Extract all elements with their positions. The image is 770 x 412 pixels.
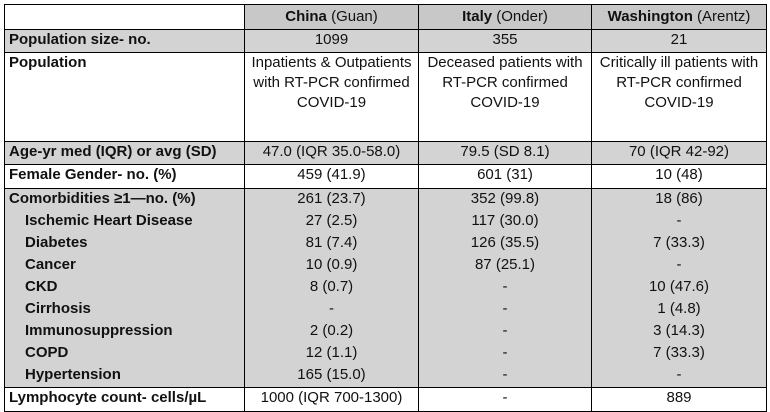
- table-row: Cancer 10 (0.9) 87 (25.1) -: [4, 255, 767, 277]
- cell-washington: -: [591, 211, 767, 233]
- cell-china: 459 (41.9): [244, 164, 419, 189]
- cell-italy: Deceased patients with RT-PCR confirmed …: [418, 52, 592, 142]
- header-blank-cell: [4, 4, 245, 30]
- cell-italy: 126 (35.5): [418, 233, 592, 255]
- table-row: Lymphocyte count- cells/µL 1000 (IQR 700…: [4, 387, 767, 412]
- table-row: Population Inpatients & Outpatients with…: [4, 52, 767, 142]
- cell-washington: 21: [591, 29, 767, 53]
- row-label: Ischemic Heart Disease: [4, 211, 245, 233]
- row-label: Female Gender- no. (%): [4, 164, 245, 189]
- cell-washington: Critically ill patients with RT-PCR conf…: [591, 52, 767, 142]
- cell-china: 2 (0.2): [244, 321, 419, 343]
- table-row: Cirrhosis - - 1 (4.8): [4, 299, 767, 321]
- cell-washington: 889: [591, 387, 767, 412]
- row-label: Cirrhosis: [4, 299, 245, 321]
- cell-italy: -: [418, 277, 592, 299]
- table-row: Comorbidities ≥1—no. (%) 261 (23.7) 352 …: [4, 188, 767, 211]
- table-row: Hypertension 165 (15.0) - -: [4, 365, 767, 388]
- cell-china: 47.0 (IQR 35.0-58.0): [244, 141, 419, 165]
- cell-washington: 1 (4.8): [591, 299, 767, 321]
- cell-italy: -: [418, 321, 592, 343]
- cell-washington: 10 (47.6): [591, 277, 767, 299]
- table-row: Diabetes 81 (7.4) 126 (35.5) 7 (33.3): [4, 233, 767, 255]
- cell-italy: 87 (25.1): [418, 255, 592, 277]
- row-label: Comorbidities ≥1—no. (%): [4, 188, 245, 211]
- cell-washington: 7 (33.3): [591, 343, 767, 365]
- cell-italy: 352 (99.8): [418, 188, 592, 211]
- header-washington-source: (Arentz): [697, 8, 751, 25]
- row-label: COPD: [4, 343, 245, 365]
- cell-italy: -: [418, 387, 592, 412]
- cell-italy: -: [418, 365, 592, 388]
- cell-italy: 601 (31): [418, 164, 592, 189]
- cell-washington: 18 (86): [591, 188, 767, 211]
- table-row: Ischemic Heart Disease 27 (2.5) 117 (30.…: [4, 211, 767, 233]
- row-label: Hypertension: [4, 365, 245, 388]
- cell-china: 165 (15.0): [244, 365, 419, 388]
- header-washington: Washington (Arentz): [591, 4, 767, 30]
- row-label: Diabetes: [4, 233, 245, 255]
- cell-washington: 3 (14.3): [591, 321, 767, 343]
- row-label: Lymphocyte count- cells/µL: [4, 387, 245, 412]
- header-washington-name: Washington: [607, 8, 693, 25]
- cell-china: -: [244, 299, 419, 321]
- header-italy-source: (Onder): [496, 8, 548, 25]
- table-row: Age-yr med (IQR) or avg (SD) 47.0 (IQR 3…: [4, 141, 767, 165]
- table-row: CKD 8 (0.7) - 10 (47.6): [4, 277, 767, 299]
- cell-china: 12 (1.1): [244, 343, 419, 365]
- cell-washington: 10 (48): [591, 164, 767, 189]
- cell-china: 1000 (IQR 700-1300): [244, 387, 419, 412]
- cell-italy: -: [418, 343, 592, 365]
- cell-china: Inpatients & Outpatients with RT-PCR con…: [244, 52, 419, 142]
- cell-china: 81 (7.4): [244, 233, 419, 255]
- cell-china: 1099: [244, 29, 419, 53]
- cell-italy: -: [418, 299, 592, 321]
- header-row: China (Guan) Italy (Onder) Washington (A…: [4, 4, 767, 30]
- header-italy: Italy (Onder): [418, 4, 592, 30]
- row-label: Age-yr med (IQR) or avg (SD): [4, 141, 245, 165]
- cell-china: 27 (2.5): [244, 211, 419, 233]
- cell-washington: -: [591, 255, 767, 277]
- cell-washington: -: [591, 365, 767, 388]
- cell-italy: 355: [418, 29, 592, 53]
- cell-china: 261 (23.7): [244, 188, 419, 211]
- row-label: Population size- no.: [4, 29, 245, 53]
- table-row: COPD 12 (1.1) - 7 (33.3): [4, 343, 767, 365]
- row-label: CKD: [4, 277, 245, 299]
- cell-italy: 79.5 (SD 8.1): [418, 141, 592, 165]
- cell-washington: 7 (33.3): [591, 233, 767, 255]
- cell-italy: 117 (30.0): [418, 211, 592, 233]
- header-italy-name: Italy: [462, 8, 493, 25]
- table-row: Female Gender- no. (%) 459 (41.9) 601 (3…: [4, 164, 767, 189]
- header-china-name: China: [285, 8, 327, 25]
- table-row: Immunosuppression 2 (0.2) - 3 (14.3): [4, 321, 767, 343]
- table-row: Population size- no. 1099 355 21: [4, 29, 767, 53]
- covid-comparison-table: China (Guan) Italy (Onder) Washington (A…: [4, 4, 767, 412]
- cell-china: 10 (0.9): [244, 255, 419, 277]
- row-label: Population: [4, 52, 245, 142]
- header-china: China (Guan): [244, 4, 419, 30]
- cell-washington: 70 (IQR 42-92): [591, 141, 767, 165]
- cell-china: 8 (0.7): [244, 277, 419, 299]
- row-label: Cancer: [4, 255, 245, 277]
- header-china-source: (Guan): [331, 8, 378, 25]
- row-label: Immunosuppression: [4, 321, 245, 343]
